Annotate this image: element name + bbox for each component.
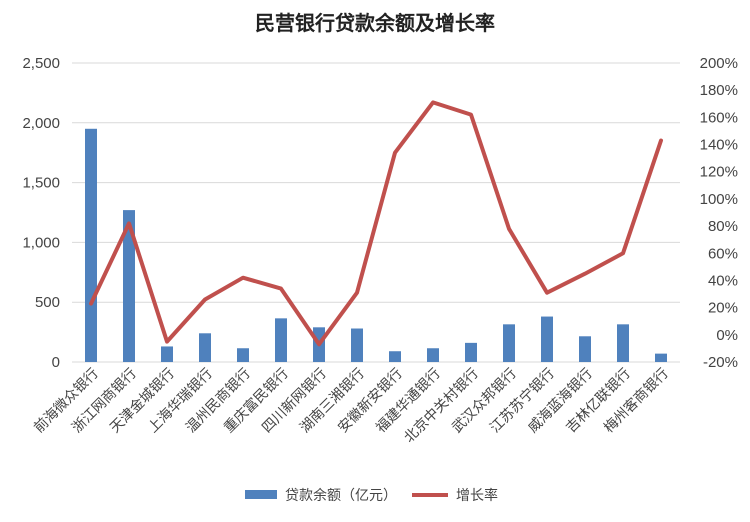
right-tick-label: 20% [708,300,738,317]
bar [503,324,515,362]
bar-series [85,128,667,362]
legend-line-label: 增长率 [456,487,498,504]
bar [579,336,591,362]
bar [617,324,629,362]
growth-line [89,100,663,347]
right-tick-label: 200% [700,55,738,72]
right-tick-label: 100% [700,191,738,208]
bar [351,328,363,362]
left-axis-ticks: 0 500 1,000 1,500 2,000 2,500 [22,55,60,371]
bar [655,353,667,362]
bar [237,348,249,362]
right-tick-label: 160% [700,109,738,126]
bar [85,128,97,362]
right-tick-label: 60% [708,245,738,262]
legend-bar-swatch [245,490,277,499]
right-axis-ticks: -20% 0% 20% 40% 60% 80% 100% 120% 140% 160% 180% 20… [700,55,738,371]
legend: 贷款余额（亿元） 增长率 [245,487,498,504]
left-tick-label: 2,500 [22,55,60,72]
line-series [89,100,663,347]
left-tick-label: 0 [52,354,60,371]
category-labels: 前海微众银行浙江网商银行天津金城银行上海华瑞银行温州民商银行重庆富民银行四川新网… [30,365,671,446]
right-tick-label: 140% [700,137,738,154]
bar [199,333,211,362]
bar [123,210,135,362]
left-tick-label: 500 [35,294,60,311]
bar [427,348,439,362]
grid-lines [72,62,680,363]
right-tick-label: 40% [708,272,738,289]
left-tick-label: 1,500 [22,175,60,192]
right-tick-label: 0% [716,327,738,344]
bar [465,342,477,362]
legend-bar-label: 贷款余额（亿元） [285,487,397,504]
bar [389,351,401,362]
right-tick-label: 120% [700,164,738,181]
chart-title: 民营银行贷款余额及增长率 [255,11,495,35]
bar [161,346,173,362]
left-tick-label: 2,000 [22,115,60,132]
right-tick-label: 80% [708,218,738,235]
right-tick-label: 180% [700,82,738,99]
left-tick-label: 1,000 [22,234,60,251]
bar [541,316,553,362]
bar [275,318,287,362]
right-tick-label: -20% [703,354,738,371]
